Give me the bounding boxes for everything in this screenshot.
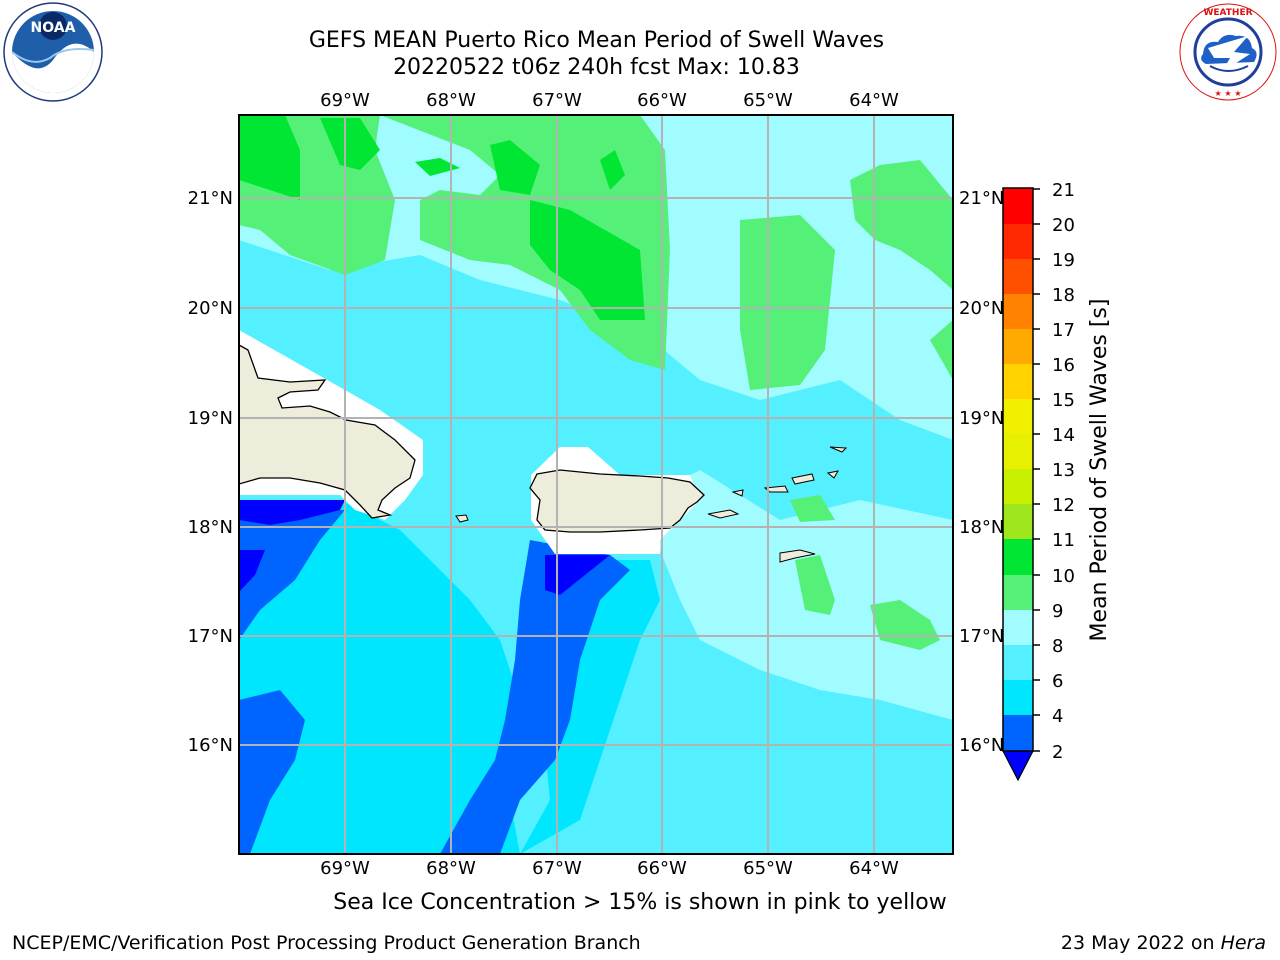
- lat-labels-right: 21°N 20°N 19°N 18°N 17°N 16°N: [959, 188, 1004, 756]
- contour-field: [239, 115, 953, 854]
- footer-host: Hera: [1220, 932, 1266, 954]
- colorbar-tick: 13: [1052, 460, 1075, 481]
- lon-label: 64°W: [849, 90, 899, 111]
- lat-label: 21°N: [959, 188, 1004, 209]
- graticule: [239, 115, 953, 854]
- svg-text:★ ★ ★: ★ ★ ★: [1214, 89, 1241, 98]
- footer-date: 23 May 2022 on Hera: [1061, 932, 1266, 954]
- colorbar-tick: 18: [1052, 285, 1075, 306]
- lat-label: 20°N: [959, 298, 1004, 319]
- lon-labels-top: 69°W 68°W 67°W 66°W 65°W 64°W: [320, 90, 899, 111]
- colorbar-tick: 16: [1052, 355, 1075, 376]
- colorbar-tick: 12: [1052, 495, 1075, 516]
- lat-label: 17°N: [188, 626, 233, 647]
- lat-label: 20°N: [188, 298, 233, 319]
- lon-label: 65°W: [743, 858, 793, 879]
- colorbar-ticks: 21 20 19 18 17 16 15 14 13 12 11 10 9 8 …: [1052, 180, 1075, 763]
- svg-text:WEATHER: WEATHER: [1203, 8, 1252, 18]
- lat-labels-left: 21°N 20°N 19°N 18°N 17°N 16°N: [188, 188, 233, 756]
- lon-label: 67°W: [532, 858, 582, 879]
- colorbar-tick: 15: [1052, 390, 1075, 411]
- colorbar-tick: 19: [1052, 250, 1075, 271]
- map-subtitle: 20220522 t06z 240h fcst Max: 10.83: [393, 55, 800, 80]
- sea-ice-caption: Sea Ice Concentration > 15% is shown in …: [333, 890, 947, 915]
- lat-label: 18°N: [188, 517, 233, 538]
- lon-label: 68°W: [426, 858, 476, 879]
- lat-label: 21°N: [188, 188, 233, 209]
- nws-logo: WEATHER ★ ★ ★: [1179, 3, 1277, 101]
- colorbar-tick: 6: [1052, 671, 1063, 692]
- colorbar: 21 20 19 18 17 16 15 14 13 12 11 10 9 8 …: [1002, 180, 1112, 782]
- lat-label: 19°N: [959, 408, 1004, 429]
- noaa-logo: NOAA: [3, 2, 103, 102]
- colorbar-tick: 17: [1052, 320, 1075, 341]
- lon-labels-bottom: 69°W 68°W 67°W 66°W 65°W 64°W: [320, 858, 899, 879]
- colorbar-tick: 10: [1052, 566, 1075, 587]
- lat-label: 19°N: [188, 408, 233, 429]
- colorbar-tick: 9: [1052, 601, 1063, 622]
- colorbar-tick: 21: [1052, 180, 1075, 201]
- svg-text:NOAA: NOAA: [31, 20, 76, 36]
- lon-label: 68°W: [426, 90, 476, 111]
- map-frame: [238, 114, 954, 855]
- colorbar-label: Mean Period of Swell Waves [s]: [1087, 299, 1112, 642]
- lon-label: 66°W: [637, 858, 687, 879]
- colorbar-tick: 20: [1052, 215, 1075, 236]
- lon-label: 66°W: [637, 90, 687, 111]
- lat-label: 17°N: [959, 626, 1004, 647]
- lat-label: 16°N: [188, 735, 233, 756]
- footer-credit: NCEP/EMC/Verification Post Processing Pr…: [12, 932, 641, 954]
- lat-label: 16°N: [959, 735, 1004, 756]
- colorbar-tick: 11: [1052, 530, 1075, 551]
- lat-label: 18°N: [959, 517, 1004, 538]
- colorbar-tick: 2: [1052, 742, 1063, 763]
- map-title: GEFS MEAN Puerto Rico Mean Period of Swe…: [308, 28, 885, 53]
- colorbar-tick: 8: [1052, 636, 1063, 657]
- lon-label: 65°W: [743, 90, 793, 111]
- lon-label: 64°W: [849, 858, 899, 879]
- lon-label: 69°W: [320, 858, 370, 879]
- footer-date-text: 23 May 2022 on: [1060, 932, 1221, 954]
- lon-label: 69°W: [320, 90, 370, 111]
- colorbar-tick: 14: [1052, 425, 1075, 446]
- colorbar-tick: 4: [1052, 706, 1063, 727]
- lon-label: 67°W: [532, 90, 582, 111]
